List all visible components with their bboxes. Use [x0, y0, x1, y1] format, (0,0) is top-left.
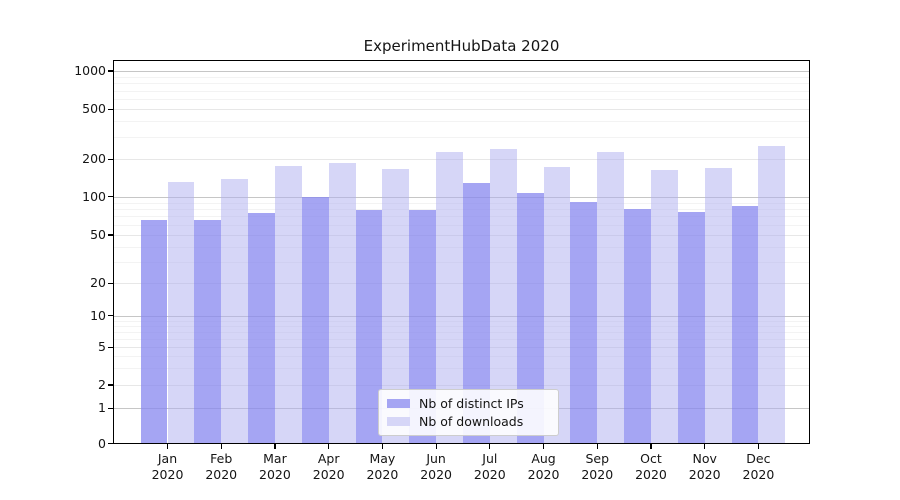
x-tick-mark-may-2020 — [381, 443, 383, 449]
bar-distinct-ips-mar-2020 — [248, 212, 275, 444]
y-tick-mark-10 — [108, 315, 113, 317]
x-tick-mark-jan-2020 — [166, 443, 169, 449]
x-tick-label-aug-2020: Aug 2020 — [527, 451, 560, 482]
minor-gridline — [113, 137, 810, 139]
bar-distinct-ips-dec-2020 — [731, 205, 759, 444]
bar-distinct-ips-jan-2020 — [140, 219, 168, 444]
major-gridline-500 — [113, 109, 810, 111]
y-tick-label-1: 1 — [98, 400, 106, 416]
x-tick-label-dec-2020: Dec 2020 — [742, 451, 775, 482]
x-tick-mark-aug-2020 — [542, 443, 545, 449]
bar-downloads-jan-2020 — [167, 182, 195, 444]
x-tick-mark-jun-2020 — [435, 443, 437, 449]
minor-gridline — [113, 121, 810, 123]
x-tick-mark-feb-2020 — [220, 443, 222, 449]
bar-downloads-sep-2020 — [597, 151, 625, 444]
x-tick-mark-jul-2020 — [489, 443, 491, 449]
y-tick-label-10: 10 — [90, 307, 106, 323]
bar-downloads-nov-2020 — [704, 167, 732, 444]
bar-distinct-ips-feb-2020 — [194, 219, 222, 444]
bar-downloads-feb-2020 — [221, 178, 249, 444]
bar-downloads-oct-2020 — [650, 170, 678, 444]
minor-gridline — [113, 83, 810, 85]
minor-gridline — [113, 76, 810, 78]
bar-downloads-apr-2020 — [328, 162, 356, 444]
x-tick-label-feb-2020: Feb 2020 — [205, 451, 238, 482]
y-tick-label-1000: 1000 — [74, 63, 106, 78]
x-tick-label-jul-2020: Jul 2020 — [473, 451, 506, 482]
bar-downloads-mar-2020 — [274, 165, 302, 444]
bar-downloads-dec-2020 — [758, 145, 786, 444]
x-tick-label-mar-2020: Mar 2020 — [259, 451, 291, 482]
x-tick-label-sep-2020: Sep 2020 — [581, 451, 614, 482]
legend-label-downloads: Nb of downloads — [419, 414, 524, 429]
y-tick-mark-500 — [108, 108, 113, 110]
y-tick-label-50: 50 — [90, 227, 106, 242]
y-tick-mark-200 — [108, 158, 113, 160]
y-tick-label-5: 5 — [98, 339, 106, 355]
x-tick-label-oct-2020: Oct 2020 — [635, 451, 667, 482]
y-tick-mark-1000 — [108, 70, 113, 72]
y-tick-label-500: 500 — [82, 101, 106, 117]
minor-gridline — [113, 99, 810, 101]
y-tick-mark-2 — [108, 384, 113, 386]
bar-distinct-ips-may-2020 — [355, 209, 383, 444]
chart-title: ExperimentHubData 2020 — [363, 37, 560, 55]
y-tick-mark-5 — [108, 346, 113, 348]
y-tick-label-0: 0 — [98, 435, 106, 451]
y-tick-mark-0 — [108, 442, 113, 445]
y-tick-label-2: 2 — [98, 377, 106, 392]
x-tick-label-jun-2020: Jun 2020 — [420, 451, 452, 482]
x-tick-mark-nov-2020 — [704, 443, 706, 449]
legend-swatch-downloads — [387, 417, 410, 426]
x-tick-mark-apr-2020 — [328, 443, 330, 449]
bar-distinct-ips-sep-2020 — [570, 201, 598, 444]
x-tick-label-may-2020: May 2020 — [366, 451, 399, 482]
x-tick-mark-mar-2020 — [274, 443, 276, 449]
y-tick-mark-1 — [108, 407, 113, 409]
bar-distinct-ips-nov-2020 — [677, 211, 705, 444]
legend-row-downloads: Nb of downloads — [387, 414, 558, 429]
bar-distinct-ips-apr-2020 — [301, 196, 329, 444]
y-tick-mark-20 — [108, 282, 113, 284]
x-tick-mark-sep-2020 — [596, 443, 598, 449]
minor-gridline — [113, 90, 810, 92]
y-tick-label-20: 20 — [90, 275, 106, 291]
y-tick-label-200: 200 — [82, 151, 106, 167]
y-tick-label-100: 100 — [82, 188, 106, 204]
y-tick-mark-50 — [108, 234, 113, 236]
x-tick-label-apr-2020: Apr 2020 — [312, 451, 345, 482]
y-tick-mark-100 — [108, 196, 113, 198]
legend: Nb of distinct IPs Nb of downloads — [378, 389, 559, 436]
legend-label-distinct-ips: Nb of distinct IPs — [419, 396, 524, 411]
x-tick-label-nov-2020: Nov 2020 — [688, 451, 721, 482]
bar-distinct-ips-oct-2020 — [624, 209, 651, 444]
major-gridline-1000 — [113, 71, 810, 72]
legend-row-distinct-ips: Nb of distinct IPs — [387, 396, 558, 411]
x-tick-mark-oct-2020 — [650, 443, 652, 449]
x-tick-mark-dec-2020 — [757, 443, 759, 449]
x-tick-label-jan-2020: Jan 2020 — [151, 451, 184, 482]
legend-swatch-distinct-ips — [387, 399, 410, 408]
